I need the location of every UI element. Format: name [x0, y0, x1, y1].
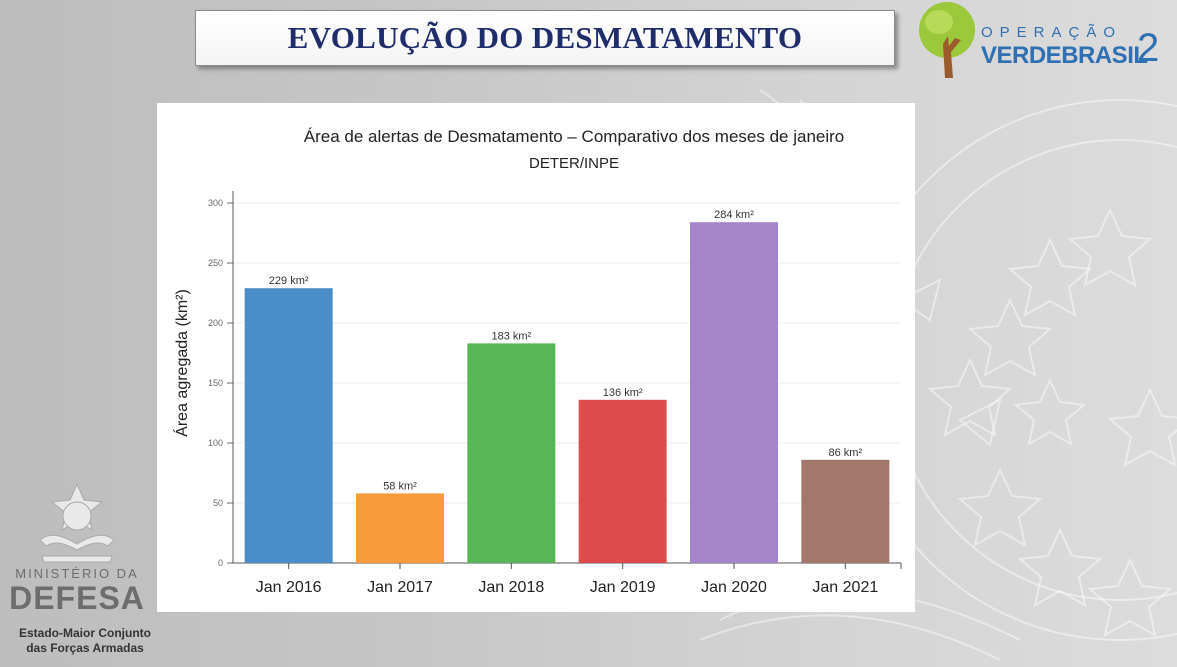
- x-tick-label: Jan 2016: [256, 579, 322, 596]
- bar-1: [356, 493, 444, 563]
- bar-3: [578, 399, 667, 563]
- chart-subtitle: DETER/INPE: [529, 155, 619, 172]
- bar-0: [244, 288, 333, 563]
- y-tick-label: 0: [218, 558, 223, 568]
- page-title: EVOLUÇÃO DO DESMATAMENTO: [287, 20, 803, 55]
- x-tick-label: Jan 2019: [590, 579, 656, 596]
- logo-text-verdebrasil: VERDEBRASIL: [981, 42, 1148, 69]
- bar-data-label: 284 km²: [714, 209, 754, 221]
- bar-4: [690, 222, 778, 563]
- bar-data-label: 86 km²: [829, 447, 863, 459]
- x-tick-label: Jan 2020: [701, 579, 767, 596]
- y-tick-label: 250: [208, 258, 223, 268]
- bar-data-label: 229 km²: [269, 275, 309, 287]
- y-tick-label: 150: [208, 378, 223, 388]
- ministry-label: MINISTÉRIO DA: [15, 566, 139, 581]
- y-axis-label: Área agregada (km²): [172, 289, 191, 437]
- bar-data-label: 183 km²: [491, 330, 531, 342]
- ministry-name: DEFESA: [9, 580, 145, 616]
- coat-of-arms-icon: [39, 482, 115, 563]
- x-tick-label: Jan 2018: [478, 579, 544, 596]
- x-tick-label: Jan 2021: [812, 579, 878, 596]
- bar-chart: Área de alertas de Desmatamento – Compar…: [172, 127, 902, 596]
- y-tick-label: 300: [208, 198, 223, 208]
- title-box: EVOLUÇÃO DO DESMATAMENTO: [195, 10, 895, 66]
- y-tick-label: 50: [213, 498, 223, 508]
- ministerio-defesa-logo: MINISTÉRIO DA DEFESA Estado-Maior Conjun…: [0, 480, 168, 667]
- bar-2: [467, 343, 556, 563]
- bar-data-label: 136 km²: [603, 387, 643, 399]
- y-tick-label: 100: [208, 438, 223, 448]
- bar-5: [801, 459, 890, 563]
- ministry-subtitle-line2: das Forças Armadas: [26, 641, 144, 655]
- tree-icon: [919, 2, 975, 78]
- x-tick-label: Jan 2017: [367, 579, 433, 596]
- logo-number: 2: [1137, 26, 1160, 70]
- chart-panel: Área de alertas de Desmatamento – Compar…: [157, 103, 915, 612]
- chart-title: Área de alertas de Desmatamento – Compar…: [304, 127, 845, 146]
- y-tick-label: 200: [208, 318, 223, 328]
- ministry-subtitle-line1: Estado-Maior Conjunto: [19, 626, 151, 640]
- logo-text-operacao: OPERAÇÃO: [981, 24, 1123, 41]
- operacao-verde-brasil-logo: OPERAÇÃO VERDEBRASIL 2: [915, 0, 1177, 82]
- bar-data-label: 58 km²: [383, 480, 417, 492]
